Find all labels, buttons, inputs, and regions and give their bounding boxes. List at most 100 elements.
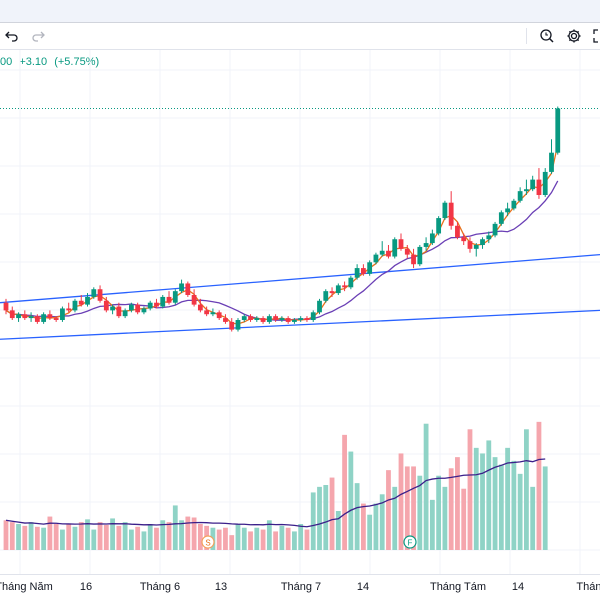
x-axis-label: 14 (511, 581, 525, 593)
candle-body (511, 200, 517, 209)
event-marker-label: S (205, 539, 210, 548)
volume-bar (135, 526, 141, 550)
price-legend: 00 +3.10 (+5.75%) (0, 56, 103, 68)
time-axis[interactable]: Tháng Năm 16 Tháng 6 13 Tháng 7 14 Tháng Tám 14… (0, 574, 600, 601)
volume-bar (266, 520, 272, 550)
candle-body (191, 295, 197, 305)
volume-bar (505, 447, 510, 550)
legend-price: 00 (0, 56, 13, 68)
volume-bar (386, 470, 391, 550)
candle-body (411, 254, 416, 265)
undo-icon[interactable] (2, 26, 22, 46)
volume-bar (110, 518, 115, 550)
candle-body (455, 225, 460, 238)
x-axis-label: 14 (356, 581, 370, 593)
volume-bar (97, 522, 103, 550)
candle-body (9, 310, 15, 319)
volume-bar (9, 522, 15, 550)
candle-body (91, 289, 97, 297)
candle-body (360, 268, 366, 274)
volume-bar (442, 486, 448, 550)
candle-body (367, 262, 373, 274)
x-axis-label: Tháng Tám (429, 581, 487, 593)
candle-body (373, 254, 379, 263)
candle-body (223, 318, 228, 322)
volume-bar (129, 529, 134, 550)
volume-bar (467, 429, 473, 550)
candle-body (505, 208, 510, 213)
volume-bar (260, 529, 266, 550)
fullscreen-icon[interactable] (590, 26, 600, 46)
volume-bar (473, 447, 479, 550)
candle-body (304, 318, 310, 320)
event-marker-s (201, 535, 215, 549)
event-marker-f (403, 535, 417, 549)
chart-toolbar (0, 23, 600, 50)
legend-change-pct: (+5.75%) (54, 56, 100, 68)
candle-body (392, 239, 398, 257)
volume-bar (179, 520, 184, 550)
volume-bar (379, 494, 385, 550)
volume-bar (354, 483, 360, 550)
candle-body (323, 291, 329, 301)
volume-bar (429, 499, 435, 550)
candle-body (229, 321, 235, 330)
x-axis-label: 16 (79, 581, 93, 593)
candle-body (329, 291, 335, 294)
candle-body (279, 318, 285, 320)
candle-body (542, 171, 548, 195)
volume-bar (41, 527, 47, 550)
candle-body (292, 320, 297, 322)
candle-body (116, 306, 122, 317)
candle-body (492, 223, 498, 236)
volume-bar (373, 503, 379, 550)
candle-body (72, 300, 78, 311)
settings-icon[interactable] (564, 26, 584, 46)
volume-bar (486, 440, 492, 550)
volume-bar (166, 522, 172, 550)
candle-body (22, 314, 28, 319)
volume-bar (511, 460, 517, 550)
candle-body (310, 312, 316, 320)
volume-bar (498, 464, 504, 550)
volume-bar (304, 529, 310, 550)
volume-bar (392, 486, 398, 550)
volume-bar (367, 514, 373, 550)
candle-body (461, 237, 467, 242)
candle-body (154, 302, 159, 307)
candle-body (348, 277, 354, 288)
candle-body (436, 218, 442, 234)
volume-bar (28, 522, 34, 550)
volume-bar (172, 505, 178, 550)
screenshot-search-icon[interactable] (537, 26, 557, 46)
volume-bar (16, 524, 21, 550)
candle-body (210, 312, 216, 315)
legend-change: +3.10 (19, 56, 48, 68)
volume-bar (66, 524, 72, 550)
volume-bar (22, 525, 28, 550)
candle-body (398, 239, 404, 249)
volume-bar (147, 524, 153, 550)
volume-bar (223, 527, 228, 550)
redo-icon[interactable] (28, 26, 48, 46)
volume-bar (348, 451, 354, 550)
candle-body (97, 289, 103, 301)
candle-body (555, 108, 561, 153)
candle-body (235, 320, 241, 330)
candle-body (429, 233, 435, 244)
volume-bar (524, 429, 529, 550)
volume-bar (298, 524, 304, 550)
volume-bar (517, 473, 523, 550)
volume-bar (185, 516, 191, 550)
volume-bar (197, 524, 203, 550)
candle-body (448, 202, 454, 226)
volume-bar (72, 526, 78, 550)
candle-body (216, 312, 222, 319)
volume-bar (216, 529, 222, 550)
volume-bar (53, 524, 59, 550)
volume-bar (360, 503, 366, 550)
candle-body (47, 314, 53, 319)
candle-body (467, 241, 473, 249)
candle-body (260, 318, 266, 322)
